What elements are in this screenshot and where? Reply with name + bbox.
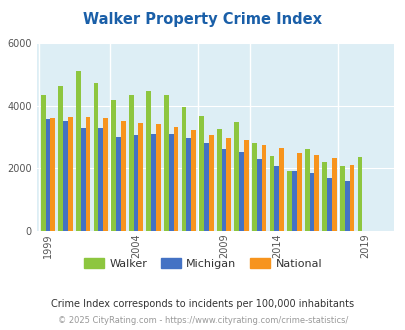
Bar (173, 127, 178, 231)
Bar (234, 122, 239, 231)
Bar (274, 166, 279, 231)
Bar (339, 166, 344, 231)
Bar (81, 128, 85, 231)
Bar (226, 138, 230, 231)
Bar (331, 158, 336, 231)
Bar (103, 118, 108, 231)
Bar (120, 121, 125, 231)
Bar (63, 121, 68, 231)
Bar (203, 143, 208, 231)
Bar (344, 181, 349, 231)
Bar (296, 153, 301, 231)
Bar (199, 116, 203, 231)
Bar (98, 128, 103, 231)
Bar (269, 156, 274, 231)
Bar (151, 134, 156, 231)
Bar (221, 149, 226, 231)
Bar (256, 159, 261, 231)
Bar (349, 165, 354, 231)
Text: Crime Index corresponds to incidents per 100,000 inhabitants: Crime Index corresponds to incidents per… (51, 299, 354, 309)
Bar (68, 116, 72, 231)
Bar (156, 124, 160, 231)
Bar (309, 173, 313, 231)
Legend: Walker, Michigan, National: Walker, Michigan, National (79, 254, 326, 273)
Bar (58, 86, 63, 231)
Text: Walker Property Crime Index: Walker Property Crime Index (83, 12, 322, 26)
Text: © 2025 CityRating.com - https://www.cityrating.com/crime-statistics/: © 2025 CityRating.com - https://www.city… (58, 316, 347, 325)
Bar (76, 71, 81, 231)
Bar (287, 171, 291, 231)
Bar (133, 135, 138, 231)
Bar (208, 135, 213, 231)
Bar (181, 107, 186, 231)
Bar (357, 157, 362, 231)
Bar (313, 155, 318, 231)
Bar (322, 162, 326, 231)
Bar (186, 138, 191, 231)
Bar (85, 116, 90, 231)
Bar (279, 148, 283, 231)
Bar (168, 134, 173, 231)
Bar (326, 178, 331, 231)
Bar (45, 119, 50, 231)
Bar (239, 152, 243, 231)
Bar (50, 118, 55, 231)
Bar (164, 95, 168, 231)
Bar (111, 100, 116, 231)
Bar (146, 90, 151, 231)
Bar (261, 145, 266, 231)
Bar (94, 83, 98, 231)
Bar (243, 140, 248, 231)
Bar (191, 130, 196, 231)
Bar (252, 143, 256, 231)
Bar (304, 149, 309, 231)
Bar (291, 171, 296, 231)
Bar (128, 95, 133, 231)
Bar (116, 137, 120, 231)
Bar (138, 122, 143, 231)
Bar (41, 95, 45, 231)
Bar (216, 129, 221, 231)
